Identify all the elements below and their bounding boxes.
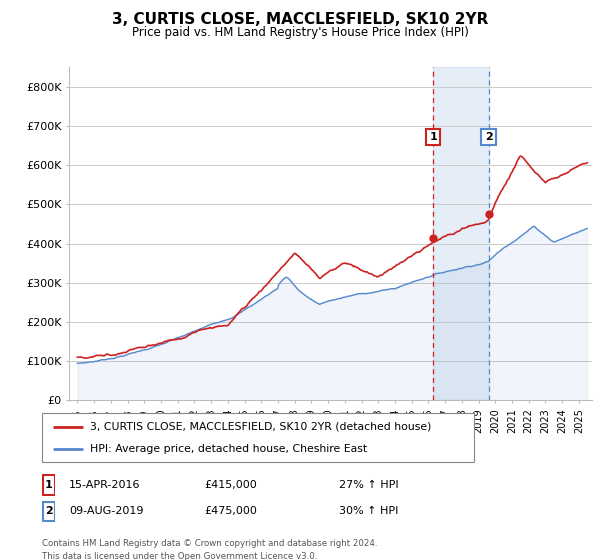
Text: 1: 1 [430, 132, 437, 142]
Text: 1: 1 [45, 480, 52, 490]
Text: £475,000: £475,000 [204, 506, 257, 516]
Text: 3, CURTIS CLOSE, MACCLESFIELD, SK10 2YR (detached house): 3, CURTIS CLOSE, MACCLESFIELD, SK10 2YR … [89, 422, 431, 432]
Text: 15-APR-2016: 15-APR-2016 [69, 480, 140, 490]
FancyBboxPatch shape [43, 475, 55, 494]
Text: £415,000: £415,000 [204, 480, 257, 490]
FancyBboxPatch shape [42, 413, 474, 462]
Text: 3, CURTIS CLOSE, MACCLESFIELD, SK10 2YR: 3, CURTIS CLOSE, MACCLESFIELD, SK10 2YR [112, 12, 488, 27]
Text: 2: 2 [485, 132, 493, 142]
Text: Price paid vs. HM Land Registry's House Price Index (HPI): Price paid vs. HM Land Registry's House … [131, 26, 469, 39]
Text: 30% ↑ HPI: 30% ↑ HPI [339, 506, 398, 516]
FancyBboxPatch shape [43, 502, 55, 521]
Text: Contains HM Land Registry data © Crown copyright and database right 2024.
This d: Contains HM Land Registry data © Crown c… [42, 539, 377, 560]
Text: 2: 2 [45, 506, 52, 516]
Text: 27% ↑ HPI: 27% ↑ HPI [339, 480, 398, 490]
Text: 09-AUG-2019: 09-AUG-2019 [69, 506, 143, 516]
Bar [433, 67, 488, 400]
Text: HPI: Average price, detached house, Cheshire East: HPI: Average price, detached house, Ches… [89, 444, 367, 454]
